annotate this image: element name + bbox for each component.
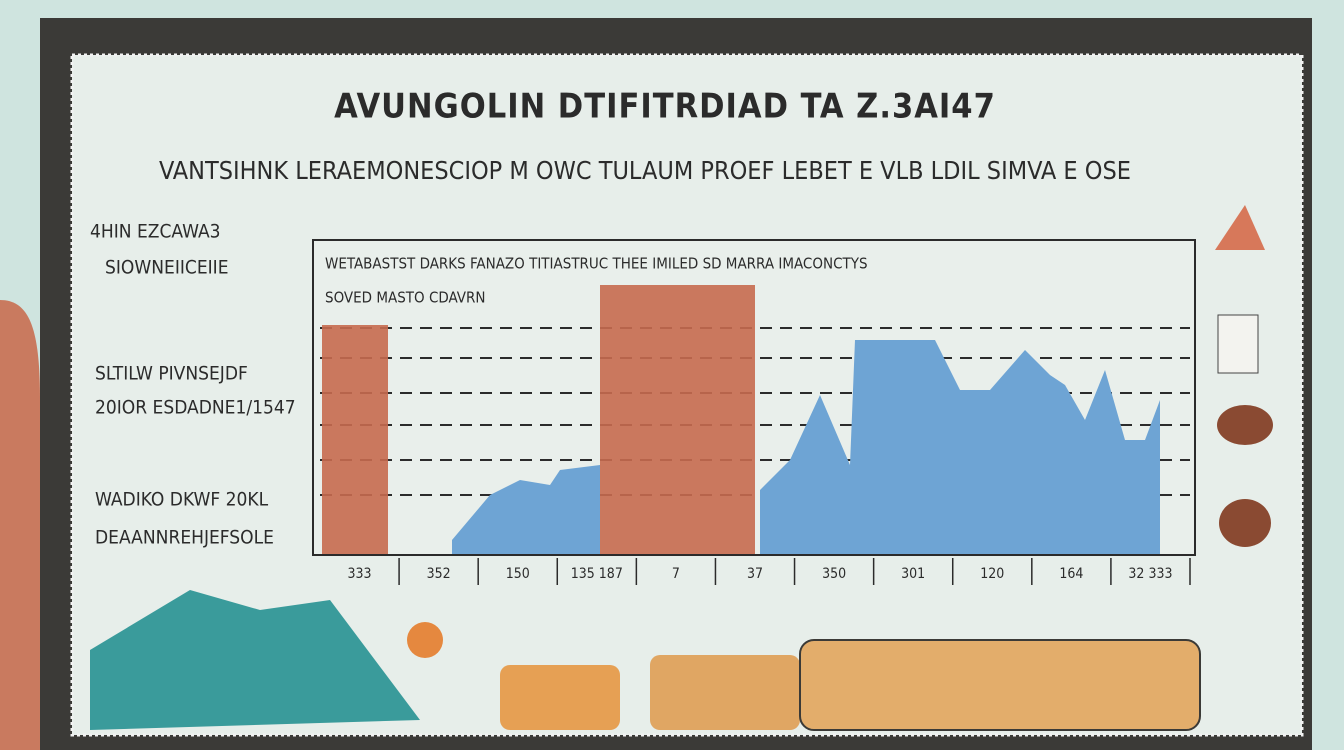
- side-label: SLTILW PIVNSEJDF: [95, 363, 248, 385]
- caption: WETABASTST DARKS FANAZO TITIASTRUC THEE …: [325, 255, 868, 307]
- side-label: WADIKO DKWF 20KL: [95, 489, 269, 511]
- x-labels: 333 352 150 135 187 7 37 350 301 120 164 32 333: [348, 558, 1191, 585]
- side-label: DEAANNREHJEFSOLE: [95, 527, 274, 549]
- fruit: [407, 622, 443, 658]
- x-label: 333: [348, 566, 372, 582]
- x-label: 150: [506, 566, 530, 582]
- x-label: 301: [901, 566, 925, 582]
- x-label: 7: [672, 566, 680, 582]
- x-label: 120: [980, 566, 1004, 582]
- x-label: 350: [822, 566, 846, 582]
- title: AVUNGOLIN DTIFITRDIAD TA Z.3AI47: [334, 87, 996, 127]
- caption-line: SOVED MASTO CDAVRN: [325, 289, 485, 307]
- blue-area: [452, 465, 600, 555]
- icon-bowl: [1217, 405, 1273, 445]
- side-label: SIOWNEIICEIIE: [105, 257, 229, 279]
- icon-bowl: [1219, 499, 1271, 547]
- caption-line: WETABASTST DARKS FANAZO TITIASTRUC THEE …: [325, 255, 868, 273]
- subtitle: VANTSIHNK LERAEMONESCIOP M OWC TULAUM PR…: [159, 156, 1131, 185]
- blue-area: [760, 340, 1160, 555]
- x-label: 135 187: [571, 566, 623, 582]
- pillow: [500, 665, 620, 730]
- x-label: 37: [747, 566, 763, 582]
- pillow: [650, 655, 800, 730]
- icon-pot: [1217, 314, 1259, 374]
- x-label: 32 333: [1128, 566, 1172, 582]
- icon-cone: [1215, 205, 1265, 250]
- side-label: 20IOR ESDADNE1/1547: [95, 397, 296, 419]
- side-label: 4HIN EZCAWA3: [90, 221, 221, 243]
- red-bar: [600, 285, 755, 555]
- sofa: [799, 639, 1201, 731]
- hand: [0, 300, 40, 750]
- x-label: 164: [1059, 566, 1083, 582]
- x-label: 352: [427, 566, 451, 582]
- side-labels: 4HIN EZCAWA3 SIOWNEIICEIIE SLTILW PIVNSEJD…: [90, 221, 296, 549]
- cushion: [90, 590, 420, 730]
- red-bar: [322, 325, 388, 555]
